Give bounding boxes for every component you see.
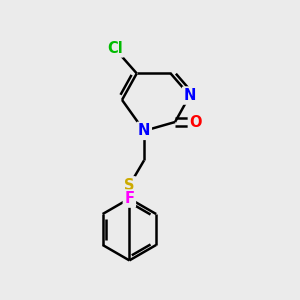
Text: O: O	[189, 115, 202, 130]
Text: F: F	[124, 191, 134, 206]
Text: Cl: Cl	[107, 41, 122, 56]
Text: S: S	[124, 178, 135, 193]
Text: N: N	[138, 123, 150, 138]
Text: N: N	[184, 88, 196, 103]
